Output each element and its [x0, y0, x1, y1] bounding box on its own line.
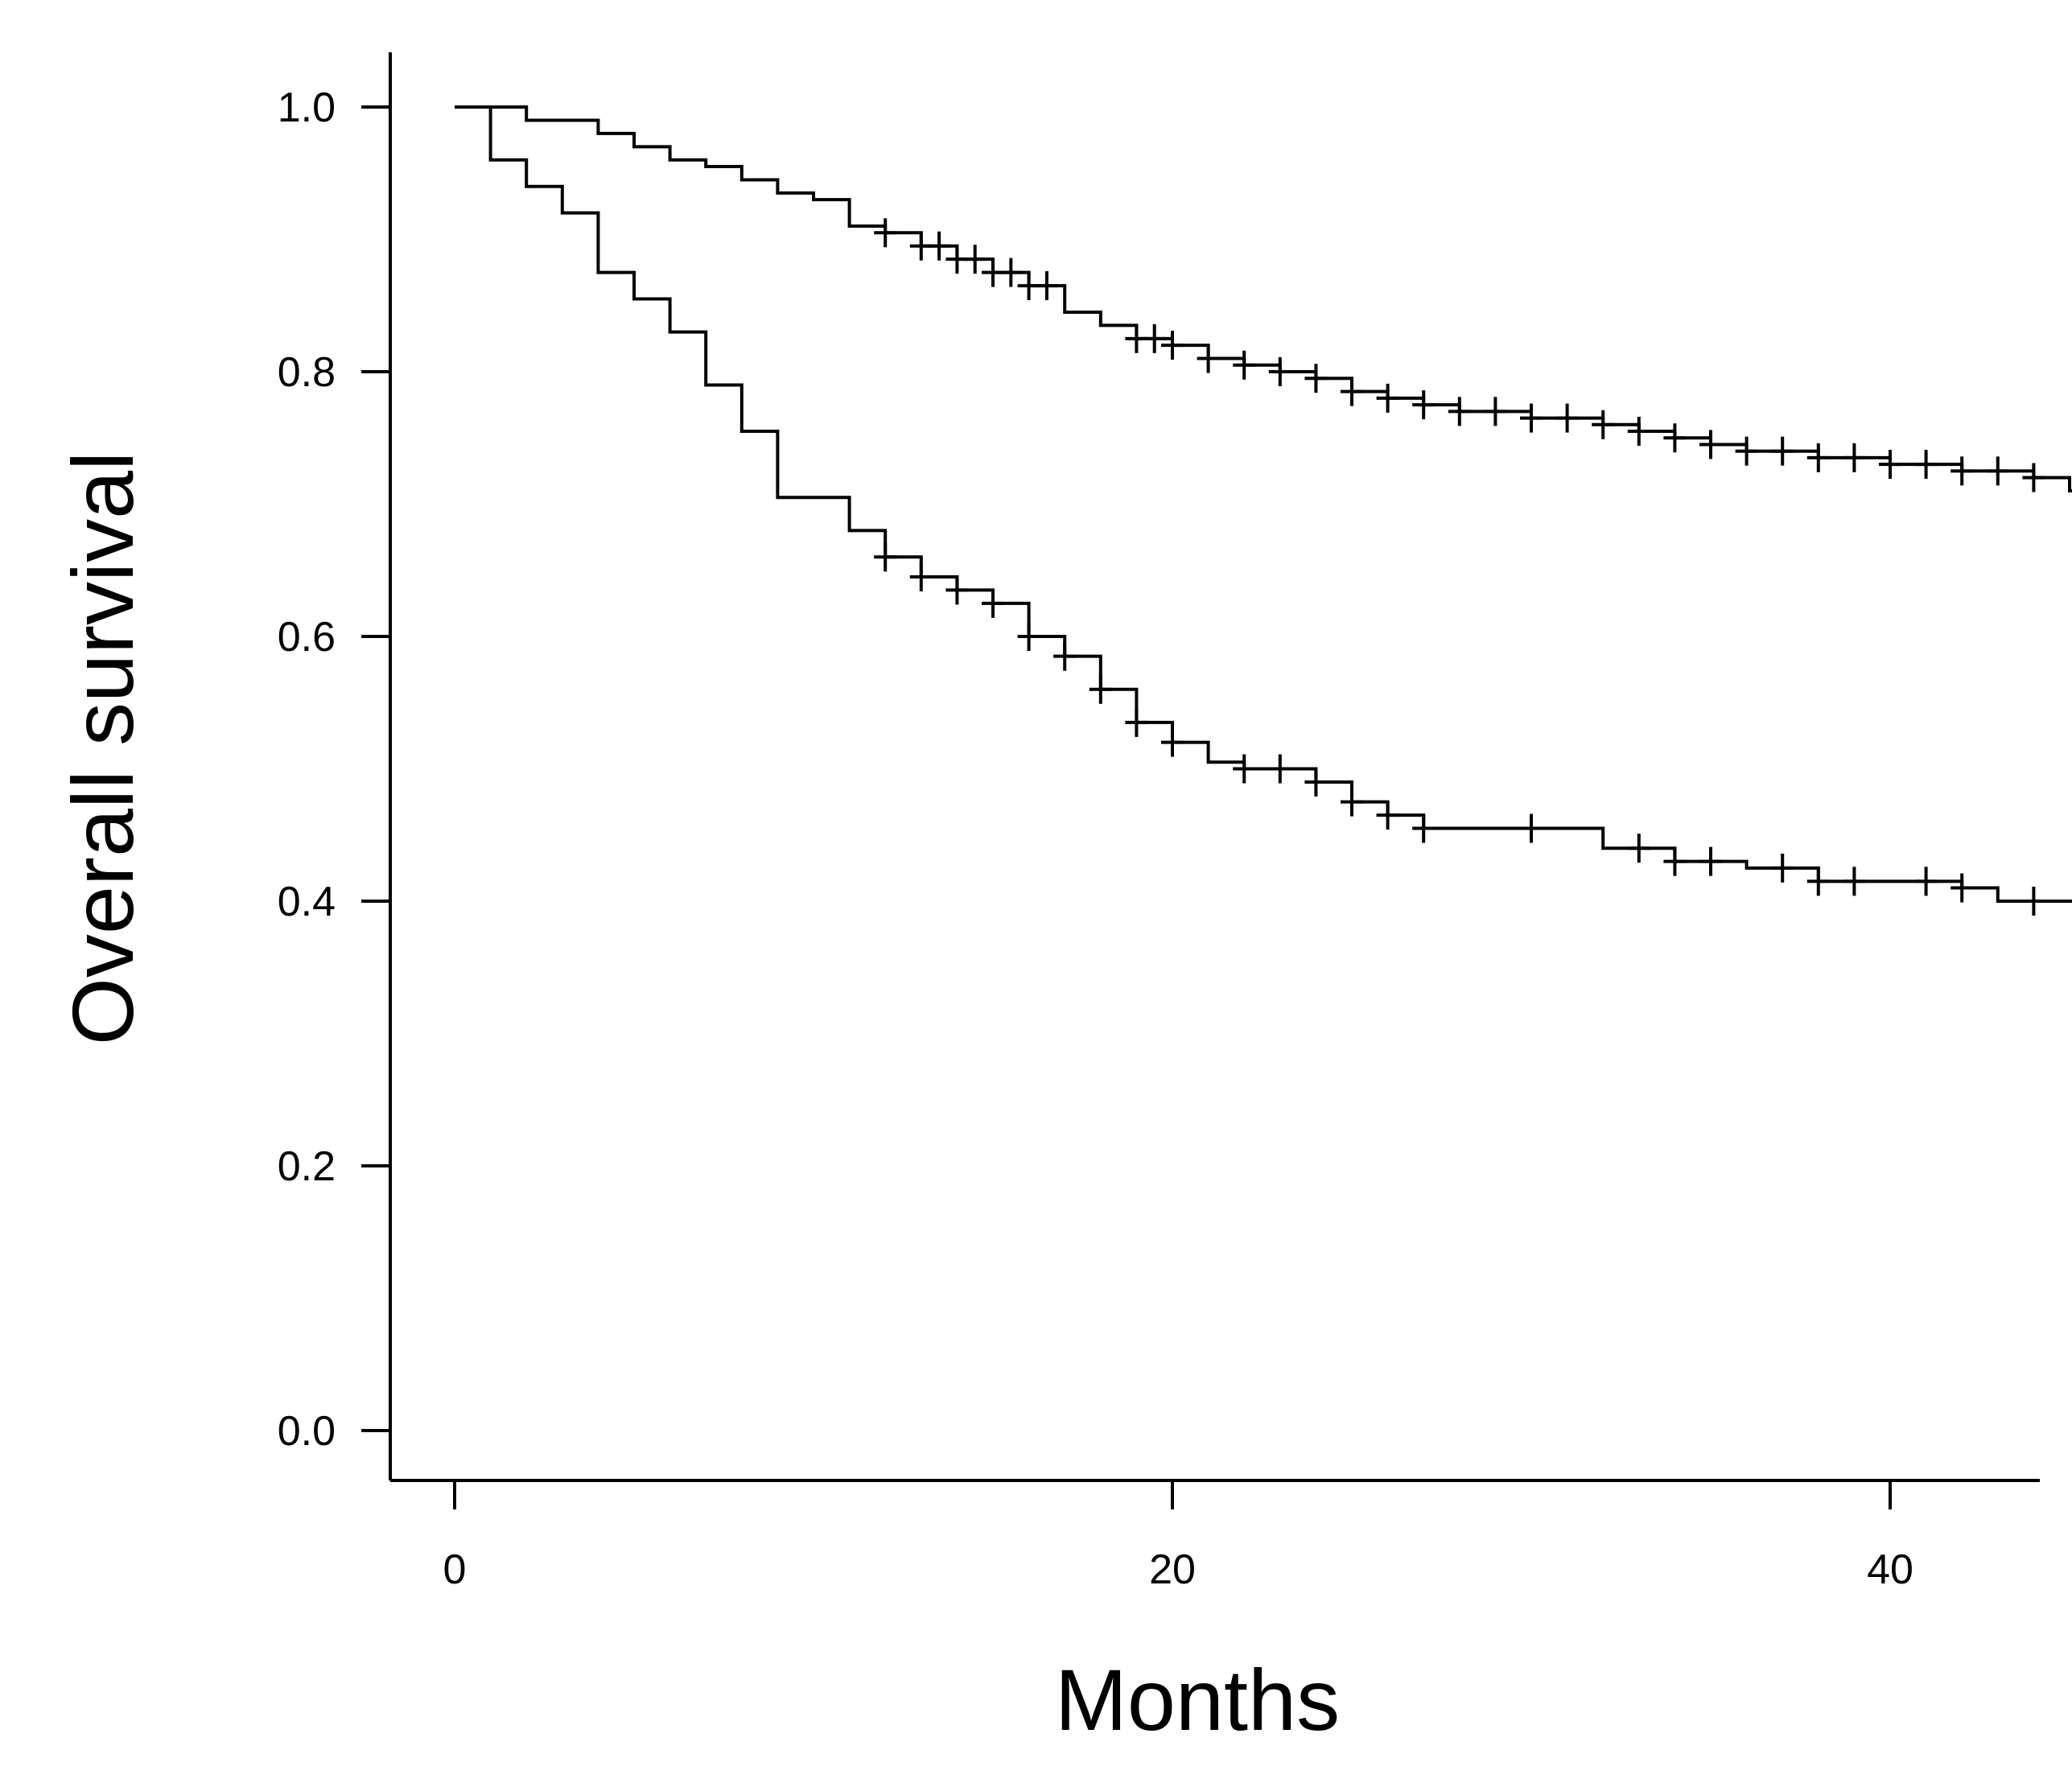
- pelvic-os-censor-mark: [1806, 867, 1830, 896]
- femoral-os-censor-mark: [1035, 271, 1058, 301]
- y-tick-label: 0.4: [278, 879, 336, 925]
- femoral-os-censor-mark: [1143, 323, 1166, 353]
- femoral-os-censor-mark: [1806, 443, 1830, 472]
- x-axis: 020406080: [390, 1479, 2040, 1593]
- femoral-os-censor-mark: [1735, 436, 1758, 466]
- pelvic-os-censor-mark: [1304, 767, 1328, 797]
- y-ticks: 0.0 0.2 0.4 0.6 0.8 1.0: [278, 84, 390, 1455]
- pelvic-os-censor-mark: [874, 542, 897, 572]
- femoral-os-censor-mark: [1161, 331, 1184, 360]
- femoral-os-censor-mark: [1950, 456, 1974, 486]
- femoral-os-censor-mark: [1341, 377, 1363, 406]
- x-tick-label: 40: [1867, 1546, 1913, 1593]
- femoral-os-censor-mark: [1376, 383, 1399, 413]
- femoral-os-censor-mark: [1771, 436, 1794, 466]
- pelvic-os-censor-mark: [945, 575, 969, 605]
- pelvic-os-censor-mark: [1089, 674, 1112, 704]
- pelvic-os-censor-mark: [1914, 867, 1938, 896]
- y-axis-title: Overall survival: [54, 451, 151, 1045]
- x-tick-label: 0: [443, 1546, 467, 1593]
- pelvic-os-censor-mark: [1663, 846, 1687, 876]
- y-tick-label: 0.8: [278, 349, 336, 396]
- y-tick-label: 1.0: [278, 84, 336, 131]
- femoral-os-censor-mark: [1663, 423, 1687, 453]
- y-tick-label: 0.6: [278, 614, 336, 661]
- pelvic-os-censor-mark: [1233, 754, 1256, 784]
- pelvic-os-censor-mark: [1268, 754, 1291, 784]
- y-axis: 0.0 0.2 0.4 0.6 0.8 1.0: [278, 52, 392, 1480]
- x-ticks: 020406080: [443, 1480, 1913, 1593]
- pelvic-os-censor-mark: [2022, 887, 2045, 916]
- pelvic-os-censor-mark: [1843, 867, 1866, 896]
- femoral-os-censor-mark: [1986, 456, 2009, 486]
- x-tick-label: 20: [1149, 1546, 1196, 1593]
- femoral-os-censor-mark: [963, 245, 987, 274]
- pelvic-os-censor-mark: [1627, 834, 1650, 863]
- pelvic-os-censor-mark: [1771, 853, 1794, 883]
- femoral-os-censor-mark: [1268, 357, 1291, 386]
- pelvic-os-censor-mark: [1950, 873, 1974, 903]
- femoral-os-censor-mark: [1879, 450, 1901, 480]
- femoral-os-censor-mark: [1699, 430, 1722, 459]
- femoral-os-censor-mark: [1520, 403, 1543, 433]
- femoral-os-censor-mark: [1627, 417, 1650, 447]
- femoral-os-censor-mark: [1914, 450, 1938, 480]
- pelvic-os-censor-mark: [909, 562, 933, 591]
- pelvic-os-censor-mark: [1125, 707, 1148, 737]
- femoral-os-censor-mark: [928, 231, 951, 261]
- pelvic-os-censor-mark: [1412, 813, 1436, 843]
- femoral-os-censor-mark: [1448, 397, 1471, 426]
- x-axis-title: Months: [1055, 1651, 1340, 1748]
- pelvic-os-censor-mark: [1053, 641, 1077, 671]
- pelvic-os-censor-mark: [1520, 813, 1543, 843]
- pelvic-os-censor-mark: [1699, 846, 1722, 876]
- pelvic-os-series: Pelvic OS: [455, 105, 2072, 916]
- femoral-os-censor-mark: [874, 218, 897, 248]
- pelvic-os-censor-mark: [982, 588, 1004, 618]
- femoral-os-censor-mark: [999, 257, 1023, 287]
- pelvic-os-censor-mark: [1017, 622, 1040, 651]
- pelvic-os-curve: [455, 105, 2072, 903]
- femoral-os-censor-mark: [1555, 403, 1579, 433]
- series-layer: Femoral OSPelvic OS: [455, 105, 2072, 916]
- femoral-os-censor-mark: [2022, 463, 2045, 492]
- y-tick-label: 0.0: [278, 1408, 336, 1455]
- femoral-os-censor-mark: [1197, 344, 1220, 373]
- femoral-os-series: Femoral OS: [455, 105, 2072, 493]
- femoral-os-censor-mark: [1484, 397, 1507, 426]
- femoral-os-censor-mark: [1843, 443, 1866, 472]
- pelvic-os-censor-mark: [1341, 787, 1363, 817]
- femoral-os-curve: [455, 105, 2072, 493]
- pelvic-os-censor-mark: [1161, 727, 1184, 757]
- femoral-os-censor-mark: [1233, 350, 1256, 380]
- femoral-os-censor-mark: [1412, 390, 1436, 420]
- femoral-os-censor-mark: [1592, 410, 1615, 439]
- pelvic-os-censor-mark: [1376, 801, 1399, 830]
- femoral-os-censor-mark: [1304, 364, 1328, 393]
- y-tick-label: 0.2: [278, 1143, 336, 1190]
